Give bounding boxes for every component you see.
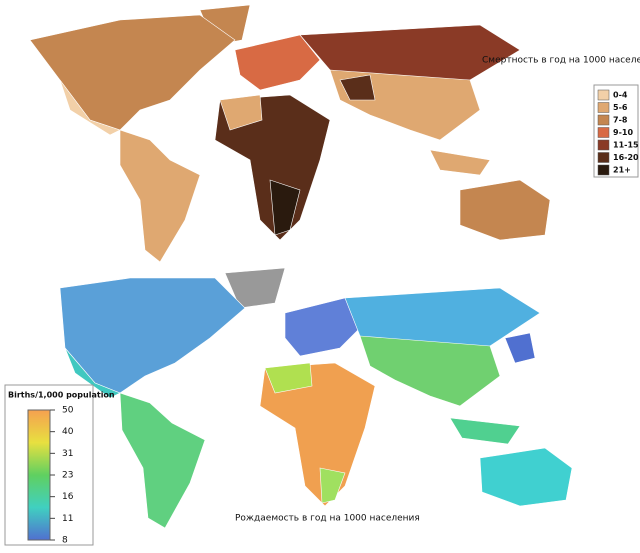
tick-label: 31 [62, 449, 73, 459]
tick-label: 23 [62, 471, 73, 481]
map-caption: Смертность в год на 1000 населения [482, 56, 640, 66]
map-caption: Рождаемость в год на 1000 населения [235, 514, 420, 524]
tick-label: 50 [62, 406, 74, 416]
legend-label: 16-20 [613, 153, 639, 162]
tick-label: 40 [62, 427, 74, 437]
legend-label: 9-10 [613, 128, 633, 137]
legend-swatch [597, 127, 610, 138]
legend-label: 21+ [613, 166, 631, 175]
tick-label: 16 [62, 492, 74, 502]
birth-rate-map [59, 267, 573, 529]
legend-label: 5-6 [613, 103, 628, 112]
death-legend: 0-4 5-6 7-8 9-10 11-15 16-20 21+ [597, 89, 639, 176]
color-bar [27, 409, 51, 541]
tick-label: 11 [62, 514, 73, 524]
legend-label: 11-15 [613, 141, 639, 150]
legend-swatch [597, 139, 610, 151]
legend-title: Births/1,000 population [8, 391, 115, 400]
death-rate-map [29, 4, 551, 263]
legend-swatch [597, 114, 610, 126]
legend-swatch [597, 164, 610, 176]
birth-legend: 50 40 31 23 16 11 8 [50, 406, 74, 546]
legend-swatch [597, 102, 610, 113]
legend-swatch [597, 152, 610, 163]
legend-swatch [597, 89, 610, 101]
legend-label: 0-4 [613, 91, 628, 100]
legend-label: 7-8 [613, 116, 628, 125]
tick-label: 8 [62, 536, 68, 546]
